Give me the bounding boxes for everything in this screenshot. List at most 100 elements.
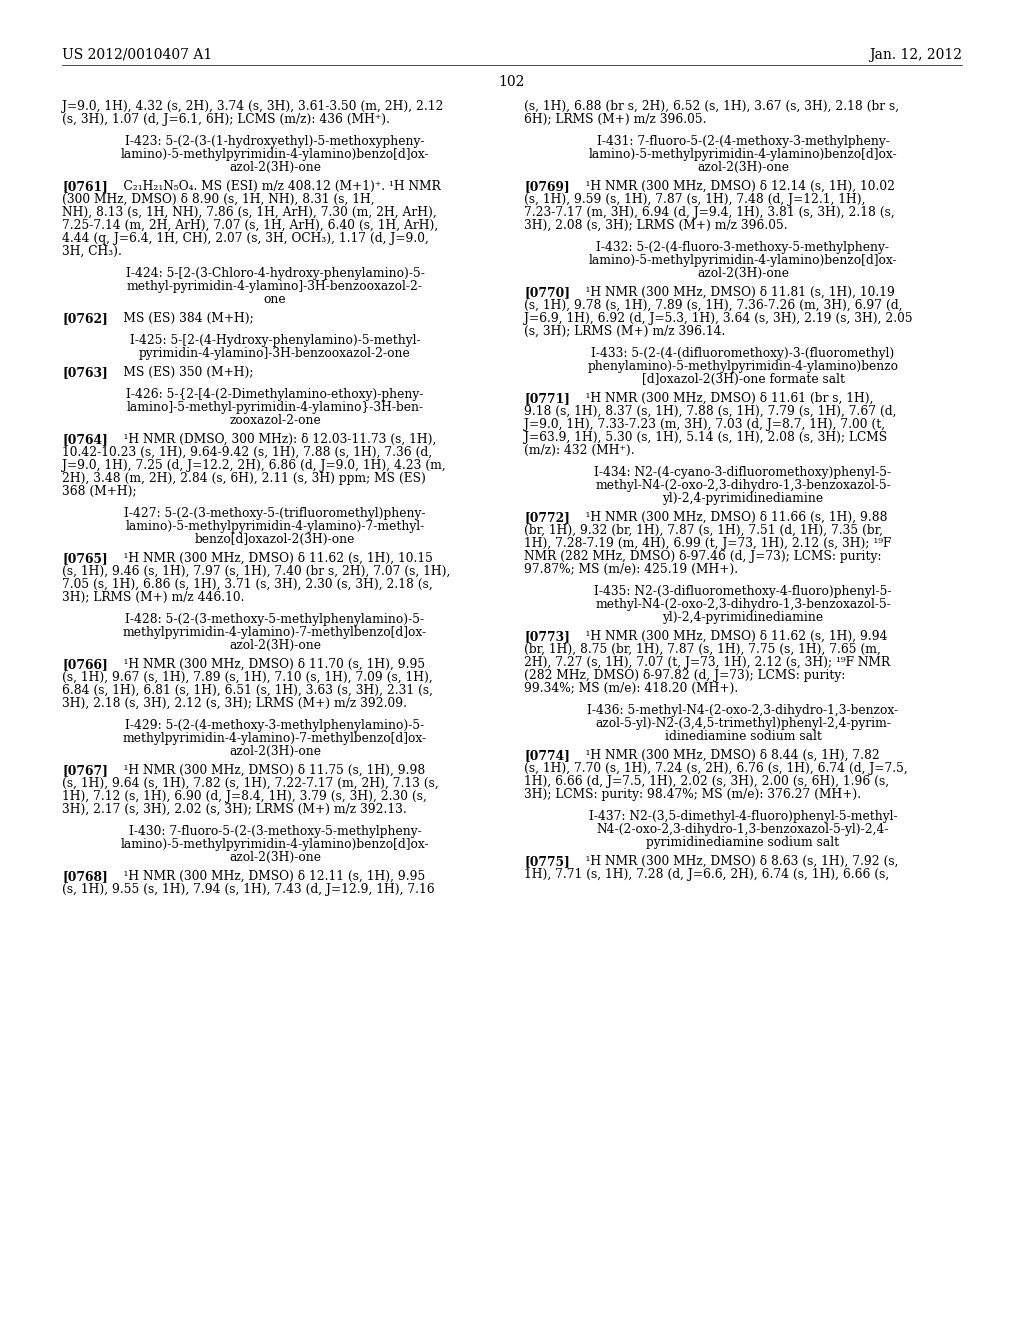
- Text: methylpyrimidin-4-ylamino)-7-methylbenzo[d]ox-: methylpyrimidin-4-ylamino)-7-methylbenzo…: [123, 626, 427, 639]
- Text: benzo[d]oxazol-2(3H)-one: benzo[d]oxazol-2(3H)-one: [195, 533, 355, 546]
- Text: methyl-N4-(2-oxo-2,3-dihydro-1,3-benzoxazol-5-: methyl-N4-(2-oxo-2,3-dihydro-1,3-benzoxa…: [595, 598, 891, 611]
- Text: (s, 3H), 1.07 (d, J=6.1, 6H); LCMS (m/z): 436 (MH⁺).: (s, 3H), 1.07 (d, J=6.1, 6H); LCMS (m/z)…: [62, 114, 390, 125]
- Text: 7.23-7.17 (m, 3H), 6.94 (d, J=9.4, 1H), 3.81 (s, 3H), 2.18 (s,: 7.23-7.17 (m, 3H), 6.94 (d, J=9.4, 1H), …: [524, 206, 895, 219]
- Text: [0769]: [0769]: [524, 180, 569, 193]
- Text: (s, 1H), 9.67 (s, 1H), 7.89 (s, 1H), 7.10 (s, 1H), 7.09 (s, 1H),: (s, 1H), 9.67 (s, 1H), 7.89 (s, 1H), 7.1…: [62, 671, 433, 684]
- Text: (br, 1H), 8.75 (br, 1H), 7.87 (s, 1H), 7.75 (s, 1H), 7.65 (m,: (br, 1H), 8.75 (br, 1H), 7.87 (s, 1H), 7…: [524, 643, 881, 656]
- Text: 1H), 7.71 (s, 1H), 7.28 (d, J=6.6, 2H), 6.74 (s, 1H), 6.66 (s,: 1H), 7.71 (s, 1H), 7.28 (d, J=6.6, 2H), …: [524, 869, 889, 880]
- Text: [d]oxazol-2(3H)-one formate salt: [d]oxazol-2(3H)-one formate salt: [641, 374, 845, 385]
- Text: azol-2(3H)-one: azol-2(3H)-one: [229, 639, 321, 652]
- Text: (s, 1H), 6.88 (br s, 2H), 6.52 (s, 1H), 3.67 (s, 3H), 2.18 (br s,: (s, 1H), 6.88 (br s, 2H), 6.52 (s, 1H), …: [524, 100, 899, 114]
- Text: ¹H NMR (300 MHz, DMSO) δ 8.44 (s, 1H), 7.82: ¹H NMR (300 MHz, DMSO) δ 8.44 (s, 1H), 7…: [569, 748, 880, 762]
- Text: lamino)-5-methylpyrimidin-4-ylamino)benzo[d]ox-: lamino)-5-methylpyrimidin-4-ylamino)benz…: [121, 148, 429, 161]
- Text: 7.05 (s, 1H), 6.86 (s, 1H), 3.71 (s, 3H), 2.30 (s, 3H), 2.18 (s,: 7.05 (s, 1H), 6.86 (s, 1H), 3.71 (s, 3H)…: [62, 578, 433, 591]
- Text: 3H), 2.08 (s, 3H); LRMS (M+) m/z 396.05.: 3H), 2.08 (s, 3H); LRMS (M+) m/z 396.05.: [524, 219, 787, 232]
- Text: lamino)-5-methylpyrimidin-4-ylamino)benzo[d]ox-: lamino)-5-methylpyrimidin-4-ylamino)benz…: [589, 253, 897, 267]
- Text: 3H); LRMS (M+) m/z 446.10.: 3H); LRMS (M+) m/z 446.10.: [62, 591, 245, 605]
- Text: (s, 1H), 9.46 (s, 1H), 7.97 (s, 1H), 7.40 (br s, 2H), 7.07 (s, 1H),: (s, 1H), 9.46 (s, 1H), 7.97 (s, 1H), 7.4…: [62, 565, 451, 578]
- Text: 3H); LCMS: purity: 98.47%; MS (m/e): 376.27 (MH+).: 3H); LCMS: purity: 98.47%; MS (m/e): 376…: [524, 788, 861, 801]
- Text: J=9.0, 1H), 7.25 (d, J=12.2, 2H), 6.86 (d, J=9.0, 1H), 4.23 (m,: J=9.0, 1H), 7.25 (d, J=12.2, 2H), 6.86 (…: [62, 459, 445, 473]
- Text: J=9.0, 1H), 7.33-7.23 (m, 3H), 7.03 (d, J=8.7, 1H), 7.00 (t,: J=9.0, 1H), 7.33-7.23 (m, 3H), 7.03 (d, …: [524, 418, 885, 432]
- Text: (br, 1H), 9.32 (br, 1H), 7.87 (s, 1H), 7.51 (d, 1H), 7.35 (br,: (br, 1H), 9.32 (br, 1H), 7.87 (s, 1H), 7…: [524, 524, 883, 537]
- Text: I-437: N2-(3,5-dimethyl-4-fluoro)phenyl-5-methyl-: I-437: N2-(3,5-dimethyl-4-fluoro)phenyl-…: [589, 810, 897, 822]
- Text: yl)-2,4-pyrimidinediamine: yl)-2,4-pyrimidinediamine: [663, 611, 823, 624]
- Text: 1H), 6.66 (d, J=7.5, 1H), 2.02 (s, 3H), 2.00 (s, 6H), 1.96 (s,: 1H), 6.66 (d, J=7.5, 1H), 2.02 (s, 3H), …: [524, 775, 889, 788]
- Text: US 2012/0010407 A1: US 2012/0010407 A1: [62, 48, 212, 62]
- Text: (m/z): 432 (MH⁺).: (m/z): 432 (MH⁺).: [524, 444, 635, 457]
- Text: azol-2(3H)-one: azol-2(3H)-one: [229, 744, 321, 758]
- Text: 3H), 2.18 (s, 3H), 2.12 (s, 3H); LRMS (M+) m/z 392.09.: 3H), 2.18 (s, 3H), 2.12 (s, 3H); LRMS (M…: [62, 697, 407, 710]
- Text: I-436: 5-methyl-N4-(2-oxo-2,3-dihydro-1,3-benzox-: I-436: 5-methyl-N4-(2-oxo-2,3-dihydro-1,…: [588, 704, 899, 717]
- Text: lamino]-5-methyl-pyrimidin-4-ylamino}-3H-ben-: lamino]-5-methyl-pyrimidin-4-ylamino}-3H…: [126, 401, 424, 414]
- Text: I-434: N2-(4-cyano-3-difluoromethoxy)phenyl-5-: I-434: N2-(4-cyano-3-difluoromethoxy)phe…: [595, 466, 892, 479]
- Text: MS (ES) 350 (M+H);: MS (ES) 350 (M+H);: [108, 366, 253, 379]
- Text: I-431: 7-fluoro-5-(2-(4-methoxy-3-methylpheny-: I-431: 7-fluoro-5-(2-(4-methoxy-3-methyl…: [597, 135, 890, 148]
- Text: NMR (282 MHz, DMSO) δ-97.46 (d, J=73); LCMS: purity:: NMR (282 MHz, DMSO) δ-97.46 (d, J=73); L…: [524, 550, 882, 564]
- Text: J=6.9, 1H), 6.92 (d, J=5.3, 1H), 3.64 (s, 3H), 2.19 (s, 3H), 2.05: J=6.9, 1H), 6.92 (d, J=5.3, 1H), 3.64 (s…: [524, 312, 912, 325]
- Text: 9.18 (s, 1H), 8.37 (s, 1H), 7.88 (s, 1H), 7.79 (s, 1H), 7.67 (d,: 9.18 (s, 1H), 8.37 (s, 1H), 7.88 (s, 1H)…: [524, 405, 896, 418]
- Text: I-427: 5-(2-(3-methoxy-5-(trifluoromethyl)pheny-: I-427: 5-(2-(3-methoxy-5-(trifluoromethy…: [124, 507, 426, 520]
- Text: I-428: 5-(2-(3-methoxy-5-methylphenylamino)-5-: I-428: 5-(2-(3-methoxy-5-methylphenylami…: [125, 612, 425, 626]
- Text: 368 (M+H);: 368 (M+H);: [62, 484, 136, 498]
- Text: ¹H NMR (300 MHz, DMSO) δ 12.11 (s, 1H), 9.95: ¹H NMR (300 MHz, DMSO) δ 12.11 (s, 1H), …: [108, 870, 425, 883]
- Text: I-426: 5-{2-[4-(2-Dimethylamino-ethoxy)-pheny-: I-426: 5-{2-[4-(2-Dimethylamino-ethoxy)-…: [126, 388, 424, 401]
- Text: 2H), 7.27 (s, 1H), 7.07 (t, J=73, 1H), 2.12 (s, 3H); ¹⁹F NMR: 2H), 7.27 (s, 1H), 7.07 (t, J=73, 1H), 2…: [524, 656, 890, 669]
- Text: idinediamine sodium salt: idinediamine sodium salt: [665, 730, 821, 743]
- Text: (s, 1H), 9.55 (s, 1H), 7.94 (s, 1H), 7.43 (d, J=12.9, 1H), 7.16: (s, 1H), 9.55 (s, 1H), 7.94 (s, 1H), 7.4…: [62, 883, 434, 896]
- Text: 4.44 (q, J=6.4, 1H, CH), 2.07 (s, 3H, OCH₃), 1.17 (d, J=9.0,: 4.44 (q, J=6.4, 1H, CH), 2.07 (s, 3H, OC…: [62, 232, 429, 246]
- Text: [0763]: [0763]: [62, 366, 108, 379]
- Text: 1H), 7.12 (s, 1H), 6.90 (d, J=8.4, 1H), 3.79 (s, 3H), 2.30 (s,: 1H), 7.12 (s, 1H), 6.90 (d, J=8.4, 1H), …: [62, 789, 427, 803]
- Text: ¹H NMR (300 MHz, DMSO) δ 11.62 (s, 1H), 10.15: ¹H NMR (300 MHz, DMSO) δ 11.62 (s, 1H), …: [108, 552, 432, 565]
- Text: 6H); LRMS (M+) m/z 396.05.: 6H); LRMS (M+) m/z 396.05.: [524, 114, 707, 125]
- Text: azol-2(3H)-one: azol-2(3H)-one: [697, 161, 790, 174]
- Text: 2H), 3.48 (m, 2H), 2.84 (s, 6H), 2.11 (s, 3H) ppm; MS (ES): 2H), 3.48 (m, 2H), 2.84 (s, 6H), 2.11 (s…: [62, 473, 426, 484]
- Text: [0767]: [0767]: [62, 764, 108, 777]
- Text: I-425: 5-[2-(4-Hydroxy-phenylamino)-5-methyl-: I-425: 5-[2-(4-Hydroxy-phenylamino)-5-me…: [130, 334, 420, 347]
- Text: ¹H NMR (300 MHz, DMSO) δ 12.14 (s, 1H), 10.02: ¹H NMR (300 MHz, DMSO) δ 12.14 (s, 1H), …: [569, 180, 895, 193]
- Text: [0773]: [0773]: [524, 630, 570, 643]
- Text: I-432: 5-(2-(4-fluoro-3-methoxy-5-methylpheny-: I-432: 5-(2-(4-fluoro-3-methoxy-5-methyl…: [597, 242, 890, 253]
- Text: methyl-pyrimidin-4-ylamino]-3H-benzooxazol-2-: methyl-pyrimidin-4-ylamino]-3H-benzooxaz…: [127, 280, 423, 293]
- Text: [0762]: [0762]: [62, 312, 108, 325]
- Text: [0770]: [0770]: [524, 286, 570, 300]
- Text: zooxazol-2-one: zooxazol-2-one: [229, 414, 321, 426]
- Text: J=63.9, 1H), 5.30 (s, 1H), 5.14 (s, 1H), 2.08 (s, 3H); LCMS: J=63.9, 1H), 5.30 (s, 1H), 5.14 (s, 1H),…: [524, 432, 887, 444]
- Text: 1H), 7.28-7.19 (m, 4H), 6.99 (t, J=73, 1H), 2.12 (s, 3H); ¹⁹F: 1H), 7.28-7.19 (m, 4H), 6.99 (t, J=73, 1…: [524, 537, 891, 550]
- Text: pyrimidinediamine sodium salt: pyrimidinediamine sodium salt: [646, 836, 840, 849]
- Text: 7.25-7.14 (m, 2H, ArH), 7.07 (s, 1H, ArH), 6.40 (s, 1H, ArH),: 7.25-7.14 (m, 2H, ArH), 7.07 (s, 1H, ArH…: [62, 219, 438, 232]
- Text: phenylamino)-5-methylpyrimidin-4-ylamino)benzo: phenylamino)-5-methylpyrimidin-4-ylamino…: [588, 360, 898, 374]
- Text: (s, 3H); LRMS (M+) m/z 396.14.: (s, 3H); LRMS (M+) m/z 396.14.: [524, 325, 725, 338]
- Text: [0765]: [0765]: [62, 552, 108, 565]
- Text: [0768]: [0768]: [62, 870, 108, 883]
- Text: ¹H NMR (DMSO, 300 MHz): δ 12.03-11.73 (s, 1H),: ¹H NMR (DMSO, 300 MHz): δ 12.03-11.73 (s…: [108, 433, 436, 446]
- Text: lamino)-5-methylpyrimidin-4-ylamino)benzo[d]ox-: lamino)-5-methylpyrimidin-4-ylamino)benz…: [121, 838, 429, 851]
- Text: 10.42-10.23 (s, 1H), 9.64-9.42 (s, 1H), 7.88 (s, 1H), 7.36 (d,: 10.42-10.23 (s, 1H), 9.64-9.42 (s, 1H), …: [62, 446, 432, 459]
- Text: ¹H NMR (300 MHz, DMSO) δ 11.70 (s, 1H), 9.95: ¹H NMR (300 MHz, DMSO) δ 11.70 (s, 1H), …: [108, 657, 425, 671]
- Text: methyl-N4-(2-oxo-2,3-dihydro-1,3-benzoxazol-5-: methyl-N4-(2-oxo-2,3-dihydro-1,3-benzoxa…: [595, 479, 891, 492]
- Text: NH), 8.13 (s, 1H, NH), 7.86 (s, 1H, ArH), 7.30 (m, 2H, ArH),: NH), 8.13 (s, 1H, NH), 7.86 (s, 1H, ArH)…: [62, 206, 437, 219]
- Text: azol-2(3H)-one: azol-2(3H)-one: [229, 851, 321, 865]
- Text: I-433: 5-(2-(4-(difluoromethoxy)-3-(fluoromethyl): I-433: 5-(2-(4-(difluoromethoxy)-3-(fluo…: [592, 347, 895, 360]
- Text: (s, 1H), 7.70 (s, 1H), 7.24 (s, 2H), 6.76 (s, 1H), 6.74 (d, J=7.5,: (s, 1H), 7.70 (s, 1H), 7.24 (s, 2H), 6.7…: [524, 762, 907, 775]
- Text: azol-2(3H)-one: azol-2(3H)-one: [697, 267, 790, 280]
- Text: yl)-2,4-pyrimidinediamine: yl)-2,4-pyrimidinediamine: [663, 492, 823, 506]
- Text: ¹H NMR (300 MHz, DMSO) δ 8.63 (s, 1H), 7.92 (s,: ¹H NMR (300 MHz, DMSO) δ 8.63 (s, 1H), 7…: [569, 855, 898, 869]
- Text: ¹H NMR (300 MHz, DMSO) δ 11.75 (s, 1H), 9.98: ¹H NMR (300 MHz, DMSO) δ 11.75 (s, 1H), …: [108, 764, 425, 777]
- Text: methylpyrimidin-4-ylamino)-7-methylbenzo[d]ox-: methylpyrimidin-4-ylamino)-7-methylbenzo…: [123, 733, 427, 744]
- Text: one: one: [264, 293, 287, 306]
- Text: MS (ES) 384 (M+H);: MS (ES) 384 (M+H);: [108, 312, 254, 325]
- Text: [0774]: [0774]: [524, 748, 570, 762]
- Text: N4-(2-oxo-2,3-dihydro-1,3-benzoxazol-5-yl)-2,4-: N4-(2-oxo-2,3-dihydro-1,3-benzoxazol-5-y…: [597, 822, 889, 836]
- Text: C₂₁H₂₁N₅O₄. MS (ESI) m/z 408.12 (M+1)⁺. ¹H NMR: C₂₁H₂₁N₅O₄. MS (ESI) m/z 408.12 (M+1)⁺. …: [108, 180, 440, 193]
- Text: I-429: 5-(2-(4-methoxy-3-methylphenylamino)-5-: I-429: 5-(2-(4-methoxy-3-methylphenylami…: [125, 719, 425, 733]
- Text: ¹H NMR (300 MHz, DMSO) δ 11.66 (s, 1H), 9.88: ¹H NMR (300 MHz, DMSO) δ 11.66 (s, 1H), …: [569, 511, 887, 524]
- Text: lamino)-5-methylpyrimidin-4-ylamino)-7-methyl-: lamino)-5-methylpyrimidin-4-ylamino)-7-m…: [125, 520, 425, 533]
- Text: azol-2(3H)-one: azol-2(3H)-one: [229, 161, 321, 174]
- Text: ¹H NMR (300 MHz, DMSO) δ 11.61 (br s, 1H),: ¹H NMR (300 MHz, DMSO) δ 11.61 (br s, 1H…: [569, 392, 873, 405]
- Text: Jan. 12, 2012: Jan. 12, 2012: [869, 48, 962, 62]
- Text: I-424: 5-[2-(3-Chloro-4-hydroxy-phenylamino)-5-: I-424: 5-[2-(3-Chloro-4-hydroxy-phenylam…: [126, 267, 424, 280]
- Text: ¹H NMR (300 MHz, DMSO) δ 11.81 (s, 1H), 10.19: ¹H NMR (300 MHz, DMSO) δ 11.81 (s, 1H), …: [569, 286, 895, 300]
- Text: [0764]: [0764]: [62, 433, 108, 446]
- Text: ¹H NMR (300 MHz, DMSO) δ 11.62 (s, 1H), 9.94: ¹H NMR (300 MHz, DMSO) δ 11.62 (s, 1H), …: [569, 630, 887, 643]
- Text: 6.84 (s, 1H), 6.81 (s, 1H), 6.51 (s, 1H), 3.63 (s, 3H), 2.31 (s,: 6.84 (s, 1H), 6.81 (s, 1H), 6.51 (s, 1H)…: [62, 684, 433, 697]
